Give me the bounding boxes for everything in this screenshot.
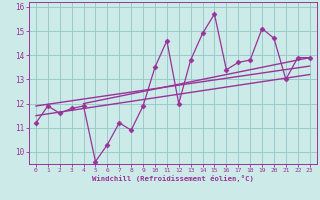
X-axis label: Windchill (Refroidissement éolien,°C): Windchill (Refroidissement éolien,°C) [92, 175, 254, 182]
